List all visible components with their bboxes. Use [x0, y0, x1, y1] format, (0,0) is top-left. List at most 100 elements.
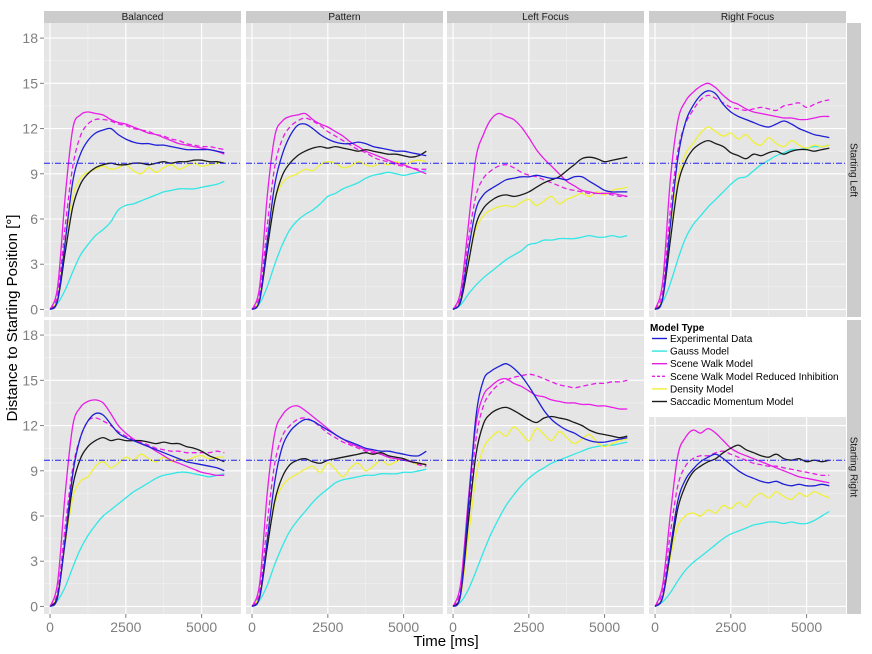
series-line-scene-walk-model	[654, 82, 830, 310]
series-line-gauss-model	[251, 468, 427, 608]
y-tick-label: 9	[30, 166, 38, 182]
x-tick-label: 0	[248, 619, 256, 635]
row-strip-label-starting-left: Starting Left	[848, 143, 859, 197]
x-tick-label: 0	[449, 619, 457, 635]
panel-starting-left-balanced	[44, 23, 241, 317]
x-tick-label: 2500	[513, 619, 544, 635]
legend-label-gauss-model: Gauss Model	[670, 347, 729, 358]
series-line-saccadic-momentum-model	[452, 406, 628, 607]
series-line-scene-walk-model	[452, 378, 628, 607]
panel-background	[44, 23, 241, 317]
series-line-scene-walk-model	[251, 112, 427, 310]
strip-background-right-focus	[649, 11, 846, 23]
y-tick-label: 3	[30, 256, 38, 272]
column-strip-label-pattern: Pattern	[328, 12, 360, 23]
y-tick-label: 0	[30, 301, 38, 317]
series-line-scene-walk-model	[49, 111, 225, 310]
panel-background	[649, 23, 846, 317]
facet-strips: Balanced Pattern Left Focus Right Focus Star…	[44, 11, 861, 614]
column-strip-label-balanced: Balanced	[122, 12, 164, 23]
panels	[44, 23, 846, 614]
legend-label-experimental-data: Experimental Data	[670, 334, 753, 345]
x-tick-label: 5000	[589, 619, 620, 635]
y-tick-label: 3	[30, 553, 38, 569]
x-tick-label: 0	[46, 619, 54, 635]
legend-title: Model Type	[650, 323, 705, 334]
strip-background-pattern	[246, 11, 443, 23]
series-line-density-model	[251, 458, 427, 607]
y-tick-label: 6	[30, 508, 38, 524]
panel-background	[447, 23, 644, 317]
panel-starting-left-left-focus	[447, 23, 644, 317]
x-tick-label: 2500	[312, 619, 343, 635]
legend-label-density-model: Density Model	[670, 384, 733, 395]
series-line-density-model	[452, 186, 628, 310]
panel-background	[246, 23, 443, 317]
series-line-saccadic-momentum-model	[452, 156, 628, 311]
series-line-scene-walk-model	[452, 112, 628, 310]
y-tick-label: 18	[22, 327, 38, 343]
y-tick-label: 12	[22, 418, 38, 434]
y-tick-label: 12	[22, 121, 38, 137]
y-tick-label: 9	[30, 463, 38, 479]
series-line-scene-walk-model-reduced-inhibition	[452, 373, 628, 607]
series-line-experimental-data	[49, 127, 225, 311]
legend-label-scene-walk-model-reduced-inhibition: Scene Walk Model Reduced Inhibition	[670, 372, 839, 383]
y-tick-label: 18	[22, 30, 38, 46]
column-strip-label-left-focus: Left Focus	[522, 12, 569, 23]
x-tick-label: 5000	[388, 619, 419, 635]
series-line-gauss-model	[251, 170, 427, 311]
strip-background-balanced	[44, 11, 241, 23]
series-line-saccadic-momentum-model	[654, 444, 830, 607]
y-tick-label: 15	[22, 372, 38, 388]
series-line-experimental-data	[452, 174, 628, 311]
series-line-gauss-model	[49, 180, 225, 311]
series-line-experimental-data	[49, 412, 225, 608]
series-line-scene-walk-model-reduced-inhibition	[49, 118, 225, 310]
series-line-density-model	[654, 491, 830, 607]
series-line-scene-walk-model	[654, 427, 830, 607]
panel-starting-left-right-focus	[649, 23, 846, 317]
series-line-density-model	[49, 453, 225, 607]
panel-background	[246, 320, 443, 614]
legend-label-scene-walk-model: Scene Walk Model	[670, 359, 753, 370]
series-line-gauss-model	[654, 510, 830, 608]
column-strip-label-right-focus: Right Focus	[721, 12, 774, 23]
strip-background-starting-left	[847, 23, 861, 317]
series-line-density-model	[654, 126, 830, 310]
series-line-experimental-data	[654, 453, 830, 608]
panel-starting-right-pattern	[246, 320, 443, 614]
series-line-gauss-model	[49, 471, 225, 608]
series-line-scene-walk-model-reduced-inhibition	[654, 450, 830, 607]
x-tick-label: 5000	[791, 619, 822, 635]
series-line-scene-walk-model-reduced-inhibition	[251, 117, 427, 310]
series-line-gauss-model	[452, 234, 628, 311]
strip-background-starting-right	[847, 320, 861, 614]
x-tick-label: 2500	[110, 619, 141, 635]
x-axis-title: Time [ms]	[413, 633, 478, 650]
panel-starting-right-left-focus	[447, 320, 644, 614]
row-strip-label-starting-right: Starting Right	[848, 437, 859, 498]
axis-ticks: 0 3 6 9 12 15 18 0 3 6 9 12 15 18 0 2500 5000 0 2500 5000 0 2…	[22, 30, 822, 635]
panel-starting-right-balanced	[44, 320, 241, 614]
y-tick-label: 15	[22, 75, 38, 91]
series-line-gauss-model	[452, 441, 628, 608]
strip-background-left-focus	[447, 11, 644, 23]
x-tick-label: 5000	[186, 619, 217, 635]
y-tick-label: 0	[30, 598, 38, 614]
panel-starting-left-pattern	[246, 23, 443, 317]
series-line-experimental-data	[452, 363, 628, 608]
series-line-experimental-data	[251, 123, 427, 311]
series-line-saccadic-momentum-model	[251, 145, 427, 311]
y-axis-title: Distance to Starting Position [°]	[4, 215, 21, 422]
x-tick-label: 0	[651, 619, 659, 635]
series-line-saccadic-momentum-model	[251, 452, 427, 608]
y-tick-label: 6	[30, 211, 38, 227]
series-line-experimental-data	[654, 90, 830, 311]
series-line-density-model	[251, 159, 427, 310]
legend-label-saccadic-momentum-model: Saccadic Momentum Model	[670, 397, 793, 408]
series-line-density-model	[49, 161, 225, 310]
legend-background	[649, 320, 846, 417]
